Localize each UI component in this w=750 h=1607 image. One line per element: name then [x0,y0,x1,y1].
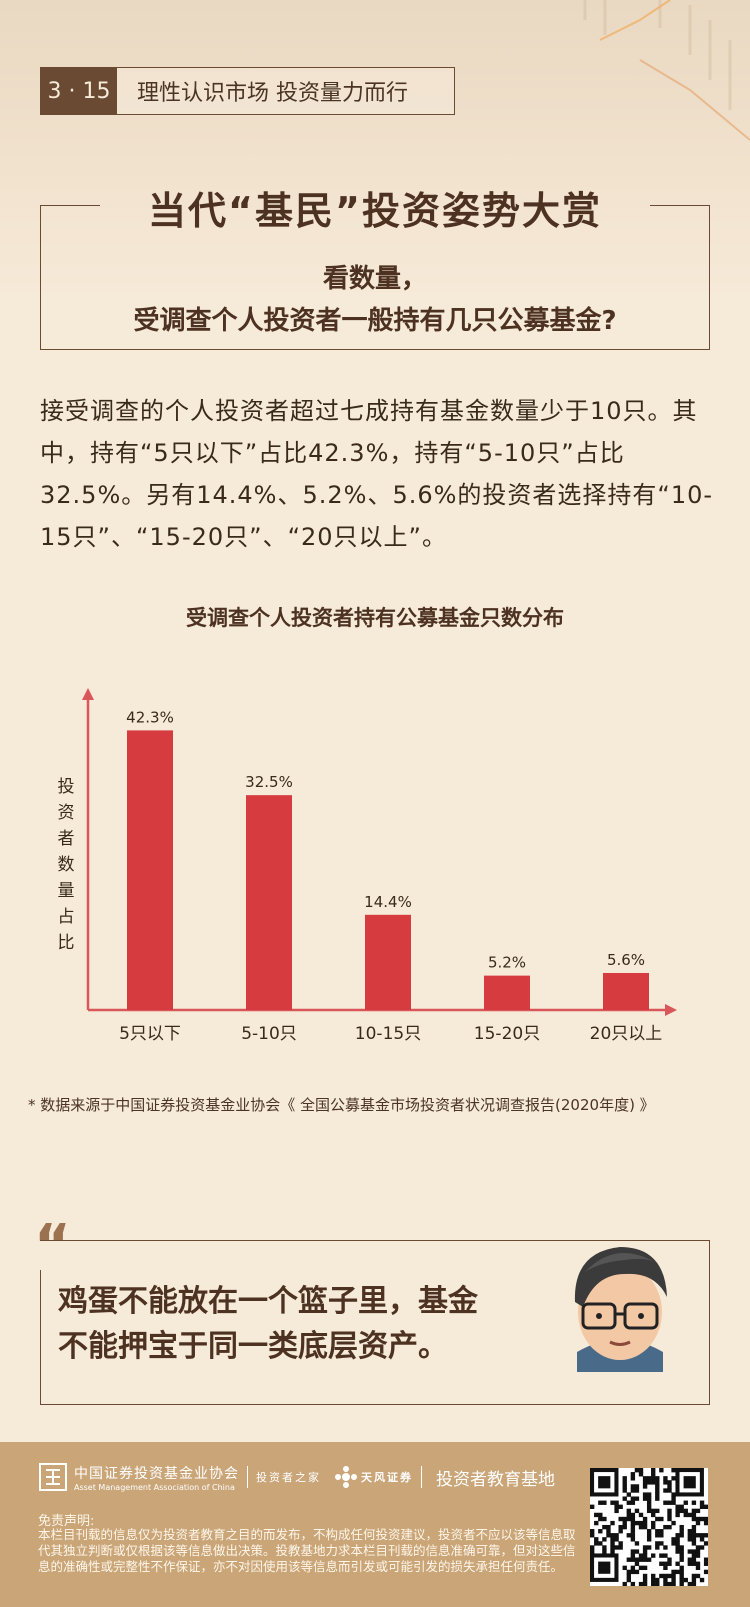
summary-paragraph: 接受调查的个人投资者超过七成持有基金数量少于10只。其中，持有“5只以下”占比4… [40,397,714,551]
y-axis-label-char: 者 [58,829,75,849]
sub-title: 看数量， 受调查个人投资者一般持有几只公募基金? [40,258,710,342]
bar [484,975,530,1010]
event-tag: 3 · 15 理性认识市场 投资量力而行 [40,67,455,115]
bar-value-label: 5.6% [607,951,645,969]
footer-separator [247,1466,248,1488]
disclaimer-title: 免责声明: [38,1514,95,1529]
bar [127,730,173,1010]
bar [603,972,649,1010]
y-axis-label-char: 数 [58,855,75,875]
x-tick-label: 5只以下 [119,1024,181,1044]
org-name-cn: 中国证券投资基金业协会 [74,1465,239,1482]
edu-base-name: 投资者教育基地 [436,1469,555,1490]
quote-icon: “ [34,1213,71,1278]
org-name: 中国证券投资基金业协会 Asset Management Association… [74,1463,239,1492]
broker-name: 天风证券 [361,1471,413,1484]
y-axis-label-char: 投 [58,777,75,797]
y-axis-label-char: 占 [58,907,75,927]
investor-home-logo: 投资者之家 [256,1471,321,1484]
qr-code [590,1468,708,1586]
y-axis-label-char: 比 [58,933,75,953]
org-name-en: Asset Management Association of China [74,1482,235,1492]
footer-separator-2 [421,1466,422,1488]
y-axis-label-char: 量 [58,881,75,901]
bar-value-label: 32.5% [245,773,293,791]
y-axis-label-char: 资 [58,803,75,823]
chart-title: 受调查个人投资者持有公募基金只数分布 [186,606,564,630]
x-tick-label: 20只以上 [590,1024,663,1044]
x-tick-label: 10-15只 [355,1024,421,1044]
quote-line2: 不能押宝于同一类底层资产。 [58,1329,448,1364]
avatar-illustration [574,1247,667,1372]
footer-logos: 中国证券投资基金业协会 Asset Management Association… [38,1462,555,1492]
org-logo-icon [39,1463,67,1491]
quote-box-left-border [40,1270,41,1405]
tag-text: 理性认识市场 投资量力而行 [137,81,408,106]
data-source-note: * 数据来源于中国证券投资基金业协会《 全国公募基金市场投资者状况调查报告(20… [28,1096,655,1114]
quote-box [40,1240,710,1405]
bar-value-label: 14.4% [364,893,412,911]
tag-number: 3 · 15 [41,68,117,114]
title-frame-top-left [40,205,100,206]
sub-title-line2: 受调查个人投资者一般持有几只公募基金? [133,306,617,336]
main-title: 当代“基民”投资姿势大赏 [148,189,602,233]
broker-logo-icon [335,1466,357,1488]
bar-value-label: 5.2% [488,954,526,972]
bar [246,795,292,1010]
bar [365,914,411,1010]
quote-text: 鸡蛋不能放在一个篮子里，基金 不能押宝于同一类底层资产。 [58,1279,558,1369]
x-tick-label: 15-20只 [474,1024,540,1044]
y-axis-arrow [82,688,94,700]
x-axis-arrow [665,1004,677,1016]
stock-chart-background [583,0,750,141]
title-frame-top-right [650,205,710,206]
bar-value-label: 42.3% [126,708,174,726]
sub-title-line1: 看数量， [322,264,427,294]
x-tick-label: 5-10只 [241,1024,297,1044]
quote-line1: 鸡蛋不能放在一个篮子里，基金 [58,1284,478,1319]
disclaimer-text: 本栏目刊载的信息仅为投资者教育之目的而发布，不构成任何投资建议，投资者不应以该等… [38,1527,576,1574]
title-frame [40,205,710,350]
hero-background [0,0,750,300]
